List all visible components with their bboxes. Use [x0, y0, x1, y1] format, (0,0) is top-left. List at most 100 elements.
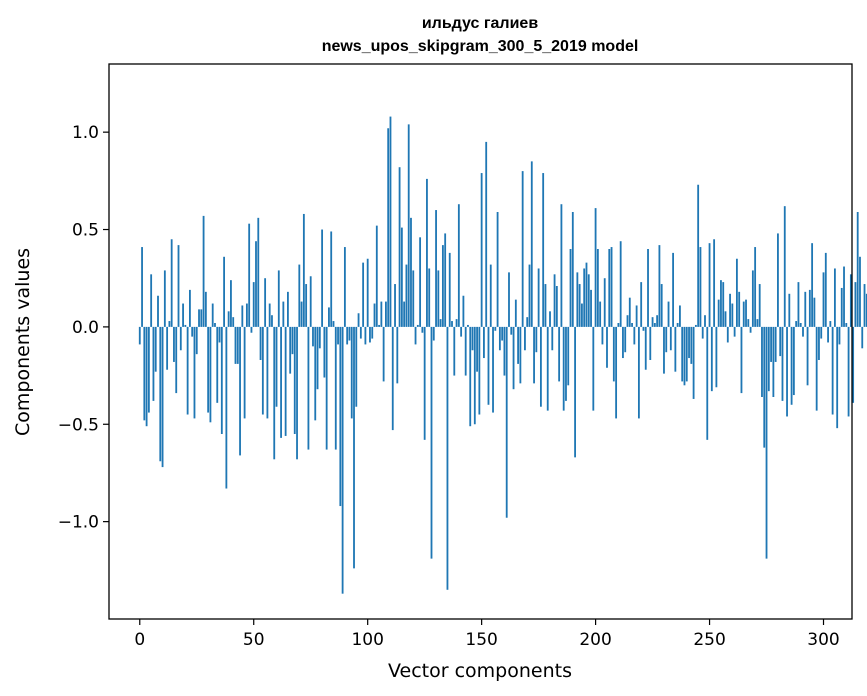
- bar-296: [813, 297, 816, 327]
- bar-153: [487, 326, 490, 405]
- bar-204: [603, 278, 606, 327]
- bar-260: [731, 303, 734, 327]
- bar-266: [745, 299, 747, 327]
- bar-254: [717, 299, 720, 327]
- x-axis-label: Vector components: [388, 660, 572, 682]
- bar-100: [366, 258, 369, 327]
- bar-210: [617, 323, 620, 327]
- bar-316: [859, 256, 861, 327]
- bar-206: [608, 249, 611, 327]
- bar-223: [647, 249, 649, 327]
- bar-85: [332, 321, 335, 327]
- bar-291: [802, 326, 804, 337]
- bar-257: [724, 311, 727, 327]
- bar-8: [157, 295, 159, 327]
- bar-187: [565, 326, 567, 401]
- bar-319: [865, 293, 867, 327]
- bar-301: [824, 252, 827, 327]
- bar-270: [754, 247, 757, 327]
- bar-78: [316, 326, 319, 390]
- bar-236: [676, 323, 679, 327]
- bar-70: [298, 264, 301, 327]
- bar-156: [494, 326, 497, 331]
- bar-231: [665, 326, 668, 353]
- bar-310: [845, 323, 848, 327]
- bar-190: [571, 212, 574, 327]
- bar-5: [150, 274, 153, 327]
- bar-170: [526, 317, 529, 327]
- bar-154: [489, 264, 492, 327]
- bar-172: [530, 161, 533, 327]
- chart-title: ильдус галиев: [422, 15, 538, 32]
- bar-123: [419, 237, 422, 327]
- bar-72: [302, 213, 305, 327]
- bar-75: [309, 276, 312, 327]
- bar-50: [252, 282, 255, 327]
- bar-34: [216, 326, 219, 403]
- bar-111: [391, 326, 394, 431]
- bar-65: [287, 291, 289, 327]
- bar-226: [653, 323, 656, 327]
- bar-59: [273, 326, 276, 460]
- bar-264: [740, 326, 743, 394]
- bar-120: [412, 270, 415, 327]
- x-tick-label: 0: [134, 630, 145, 650]
- bar-31: [209, 326, 212, 423]
- bar-290: [799, 323, 802, 327]
- bar-233: [669, 326, 672, 351]
- y-tick-label: −0.5: [58, 415, 99, 435]
- bar-306: [836, 326, 839, 429]
- bar-318: [863, 284, 866, 327]
- bar-188: [567, 326, 570, 386]
- bar-279: [774, 326, 777, 362]
- bar-17: [177, 245, 180, 327]
- bar-147: [473, 326, 476, 425]
- bar-108: [385, 301, 387, 327]
- bar-116: [403, 301, 406, 327]
- bar-304: [831, 326, 834, 415]
- bar-177: [542, 173, 545, 327]
- bar-299: [820, 326, 823, 339]
- bar-48: [248, 223, 251, 327]
- bar-314: [854, 282, 857, 327]
- bar-10: [161, 326, 164, 468]
- bar-25: [195, 326, 198, 355]
- bar-259: [729, 293, 731, 327]
- bar-286: [790, 326, 793, 405]
- bar-69: [296, 326, 298, 460]
- x-tick-label: 50: [243, 630, 265, 650]
- bar-203: [601, 326, 604, 345]
- bar-217: [633, 326, 636, 345]
- bar-88: [339, 326, 342, 507]
- bar-13: [168, 321, 171, 327]
- bar-234: [672, 252, 674, 327]
- bar-275: [765, 326, 768, 559]
- bar-282: [781, 326, 784, 401]
- bar-106: [380, 301, 383, 327]
- bar-243: [692, 326, 695, 399]
- bar-268: [749, 326, 752, 333]
- bar-128: [430, 326, 433, 559]
- bar-148: [476, 326, 478, 372]
- bar-145: [469, 326, 472, 427]
- bar-146: [471, 326, 474, 351]
- bar-102: [371, 326, 374, 339]
- bar-258: [726, 326, 729, 343]
- bar-162: [508, 272, 510, 327]
- bar-249: [706, 326, 709, 440]
- bar-196: [585, 262, 588, 327]
- bar-220: [640, 282, 643, 327]
- bar-74: [307, 326, 310, 450]
- bar-171: [528, 264, 531, 327]
- bar-130: [435, 210, 437, 327]
- bar-95: [355, 326, 358, 407]
- bar-60: [275, 326, 278, 407]
- bar-230: [663, 326, 665, 374]
- bar-181: [551, 326, 554, 351]
- bar-46: [243, 326, 246, 419]
- bar-131: [437, 270, 440, 327]
- bar-174: [535, 326, 538, 353]
- bar-109: [387, 128, 390, 327]
- bar-289: [797, 282, 800, 327]
- bar-51: [255, 241, 257, 327]
